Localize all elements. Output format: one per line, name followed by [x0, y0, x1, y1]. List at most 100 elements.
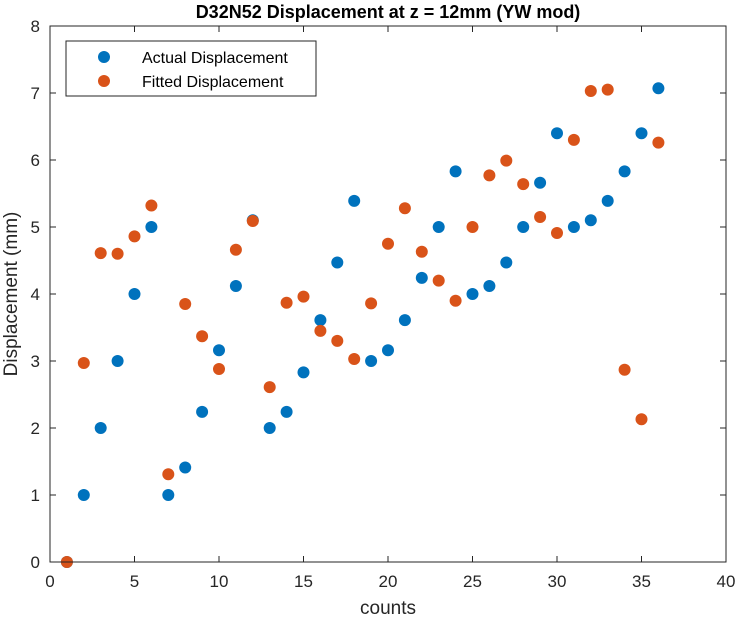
y-tick-label: 4 — [31, 285, 40, 304]
actual-point — [348, 194, 361, 207]
x-tick-label: 25 — [463, 572, 482, 591]
legend-label-fitted: Fitted Displacement — [142, 74, 284, 91]
x-tick-label: 30 — [548, 572, 567, 591]
actual-point — [229, 279, 242, 292]
actual-point — [280, 405, 293, 418]
series-actual — [60, 82, 665, 568]
actual-point — [145, 221, 158, 233]
fitted-point — [77, 357, 90, 370]
fitted-point — [297, 290, 310, 303]
actual-point — [297, 366, 310, 379]
actual-point — [365, 355, 378, 367]
actual-point — [517, 221, 530, 233]
actual-point — [179, 461, 192, 474]
y-tick-label: 8 — [31, 17, 40, 36]
y-tick-label: 2 — [31, 419, 40, 438]
fitted-point — [382, 237, 394, 250]
y-tick-label: 6 — [31, 151, 40, 170]
fitted-point — [128, 230, 141, 243]
fitted-point — [635, 413, 648, 426]
actual-point — [77, 489, 90, 501]
fitted-point — [432, 274, 445, 287]
actual-point — [331, 256, 344, 269]
tick-labels: 0 5 10 15 20 25 30 35 40 0 1 2 3 4 5 6 7 8 — [31, 17, 736, 591]
fitted-point — [415, 245, 428, 258]
fitted-point — [500, 154, 513, 167]
x-tick-label: 0 — [45, 572, 54, 591]
fitted-point — [94, 247, 107, 260]
actual-point — [466, 288, 479, 300]
actual-point — [635, 127, 648, 140]
fitted-point — [179, 298, 192, 311]
x-axis-title: counts — [360, 598, 416, 618]
y-tick-label: 0 — [31, 553, 40, 572]
actual-point — [314, 314, 327, 327]
chart-title: D32N52 Displacement at z = 12mm (YW mod) — [196, 2, 581, 22]
actual-point — [398, 314, 411, 327]
actual-point — [213, 344, 225, 357]
actual-point — [449, 165, 462, 178]
fitted-point — [229, 243, 242, 256]
y-tick-label: 7 — [31, 84, 40, 103]
plot-background — [50, 26, 726, 562]
legend-box — [65, 40, 317, 97]
actual-point — [618, 165, 631, 178]
y-axis-title: Displacement (mm) — [1, 212, 22, 377]
fitted-point — [652, 136, 665, 149]
actual-point — [162, 489, 175, 501]
fitted-point — [145, 199, 158, 212]
axes — [49, 25, 727, 563]
fitted-point — [534, 210, 547, 223]
actual-point — [652, 82, 665, 95]
y-tick-label: 5 — [31, 218, 40, 237]
fitted-point — [348, 352, 361, 365]
y-tick-label: 1 — [31, 486, 40, 505]
actual-point — [263, 422, 276, 434]
fitted-point — [213, 363, 225, 376]
x-tick-label: 40 — [717, 572, 736, 591]
fitted-point — [398, 202, 411, 215]
x-tick-label: 35 — [632, 572, 651, 591]
x-tick-label: 10 — [210, 572, 229, 591]
actual-point — [94, 422, 107, 434]
actual-point — [382, 344, 394, 357]
fitted-point — [551, 227, 563, 240]
fitted-point — [466, 221, 479, 233]
fitted-point — [263, 381, 276, 394]
actual-point — [584, 214, 597, 227]
actual-point — [415, 271, 428, 284]
fitted-point — [246, 214, 259, 227]
legend-marker-actual — [98, 51, 110, 63]
fitted-point — [331, 334, 344, 347]
fitted-point — [162, 468, 175, 481]
fitted-point — [584, 84, 597, 97]
fitted-point — [365, 297, 378, 310]
actual-point — [483, 279, 496, 292]
actual-point — [432, 221, 445, 233]
legend-label-actual: Actual Displacement — [142, 50, 288, 67]
fitted-point — [517, 178, 530, 191]
fitted-point — [111, 247, 124, 260]
actual-point — [111, 355, 124, 367]
fitted-point — [280, 296, 293, 309]
actual-point — [500, 256, 513, 269]
actual-point — [551, 127, 563, 140]
actual-point — [601, 194, 614, 207]
fitted-point — [314, 324, 327, 337]
y-tick-label: 3 — [31, 352, 40, 371]
actual-point — [196, 405, 209, 418]
actual-point — [128, 288, 141, 300]
x-tick-label: 15 — [294, 572, 313, 591]
fitted-point — [601, 83, 614, 96]
fitted-point — [449, 294, 462, 307]
fitted-point — [567, 133, 580, 146]
actual-point — [534, 176, 547, 189]
x-tick-label: 20 — [379, 572, 398, 591]
x-tick-label: 5 — [130, 572, 139, 591]
legend: Actual Displacement Fitted Displacement — [65, 40, 317, 97]
fitted-point — [618, 363, 631, 376]
actual-point — [567, 221, 580, 233]
legend-marker-fitted — [98, 75, 110, 87]
fitted-point — [196, 330, 209, 343]
